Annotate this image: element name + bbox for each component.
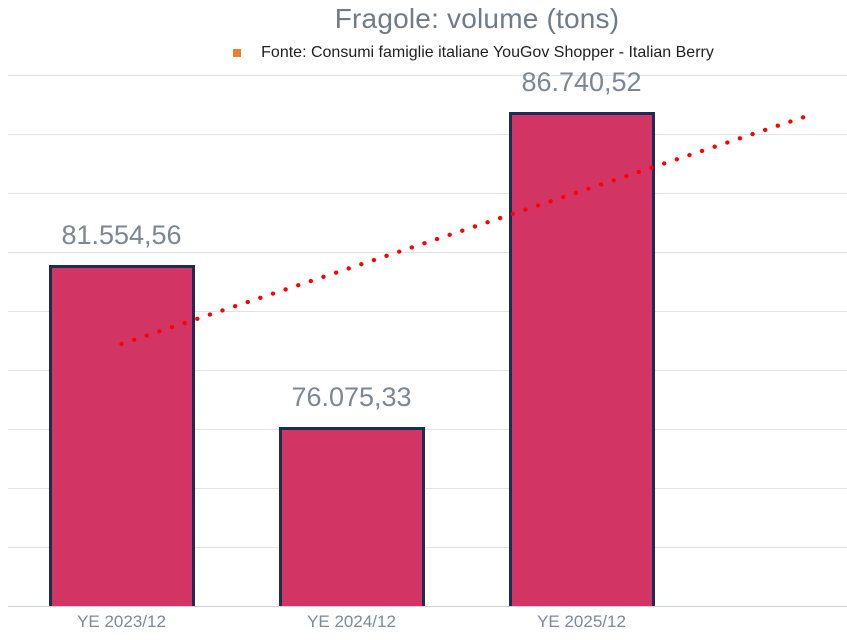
gridline (8, 547, 847, 548)
value-label: 81.554,56 (61, 220, 182, 250)
value-label: 86.740,52 (521, 67, 642, 97)
bar-ye-2023-12 (48, 265, 195, 606)
gridline (8, 193, 847, 194)
x-axis-label: YE 2025/12 (537, 612, 626, 631)
x-axis-label: YE 2024/12 (307, 612, 396, 631)
chart-title: Fragole: volume (tons) (334, 3, 620, 34)
gridline (8, 134, 847, 135)
gridline (8, 488, 847, 489)
x-axis-line (8, 606, 847, 607)
bar-ye-2024-12 (278, 427, 425, 606)
chart-legend: Fonte: Consumi famiglie italiane YouGov … (0, 44, 847, 62)
legend-marker-square-icon (233, 49, 242, 57)
gridline (8, 429, 847, 430)
gridline (8, 370, 847, 371)
gridline (8, 75, 847, 76)
legend-label: Fonte: Consumi famiglie italiane YouGov … (261, 44, 714, 61)
bar-ye-2025-12 (508, 112, 655, 606)
x-axis-label: YE 2023/12 (77, 612, 166, 631)
gridline (8, 252, 847, 253)
value-label: 76.075,33 (291, 382, 412, 412)
